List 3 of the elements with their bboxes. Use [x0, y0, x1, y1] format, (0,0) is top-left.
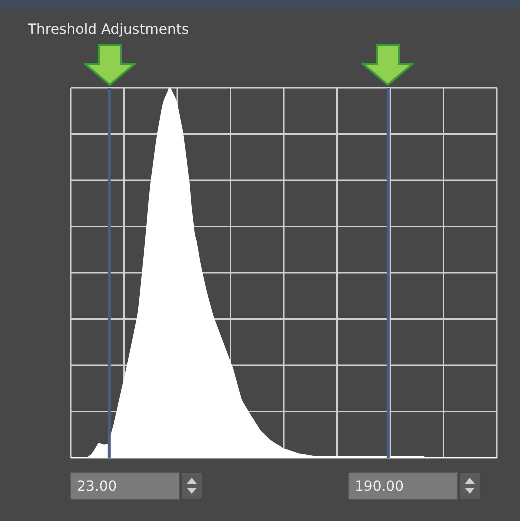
- chart-title: Threshold Adjustments: [28, 22, 190, 38]
- text: 190.00: [348, 472, 458, 500]
- text: 23.00: [70, 472, 180, 500]
